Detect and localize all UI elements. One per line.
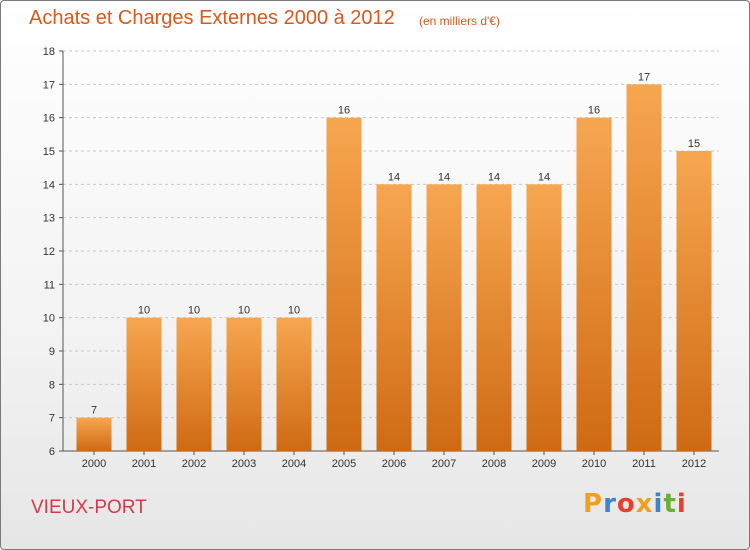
y-tick-label: 14 [43, 179, 55, 191]
y-tick-label: 18 [43, 46, 55, 58]
x-tick-label: 2009 [532, 458, 556, 470]
logo-letter: o [616, 489, 636, 519]
y-tick-label: 7 [49, 413, 55, 425]
bar-2004 [276, 317, 312, 451]
x-tick-label: 2002 [182, 458, 206, 470]
x-tick-label: 2010 [582, 458, 606, 470]
bar-2002 [176, 317, 212, 451]
y-tick-label: 15 [43, 146, 55, 158]
bar-2006 [376, 184, 412, 452]
x-tick-label: 2008 [482, 458, 506, 470]
logo-letter: x [635, 489, 654, 519]
bar-2007 [426, 184, 462, 452]
bar-2010 [576, 117, 612, 452]
bar-value-label: 10 [288, 305, 300, 317]
logo-letter: t [663, 489, 677, 519]
y-tick-label: 12 [43, 246, 55, 258]
bar-value-label: 10 [138, 305, 150, 317]
bar-value-label: 15 [688, 138, 700, 150]
bar-value-label: 17 [638, 71, 650, 83]
bar-value-label: 14 [488, 171, 500, 183]
bar-value-label: 16 [338, 105, 350, 117]
bar-2005 [326, 117, 362, 452]
x-tick-label: 2004 [282, 458, 306, 470]
bar-value-label: 10 [238, 305, 250, 317]
bar-value-label: 10 [188, 305, 200, 317]
x-tick-label: 2001 [132, 458, 156, 470]
bar-2009 [526, 184, 562, 452]
labels: 6 7 8 9 10 11 12 13 14 15 16 17 18 7 2000 10 2001 10 2002 1… [43, 46, 706, 470]
bar-value-label: 14 [438, 171, 450, 183]
bar-2003 [226, 317, 262, 451]
bar-value-label: 14 [388, 171, 400, 183]
logo-letter: P [583, 489, 604, 519]
x-tick-label: 2007 [432, 458, 456, 470]
bars [76, 84, 712, 452]
x-tick-label: 2000 [82, 458, 106, 470]
chart-title: Achats et Charges Externes 2000 à 2012 [29, 7, 395, 29]
x-tick-label: 2012 [682, 458, 706, 470]
y-tick-label: 13 [43, 213, 55, 225]
x-tick-label: 2006 [382, 458, 406, 470]
y-tick-label: 17 [43, 79, 55, 91]
y-tick-label: 16 [43, 113, 55, 125]
y-tick-label: 6 [49, 446, 55, 458]
bar-2008 [476, 184, 512, 452]
bar-value-label: 7 [91, 405, 97, 417]
y-tick-label: 8 [49, 379, 55, 391]
commune-name: VIEUX-PORT [31, 497, 147, 518]
y-tick-label: 9 [49, 346, 55, 358]
unit-note: (en milliers d'€) [419, 14, 500, 28]
x-tick-label: 2005 [332, 458, 356, 470]
x-tick-label: 2011 [632, 458, 656, 470]
logo-letter: r [603, 489, 617, 519]
bar-2012 [676, 151, 712, 451]
bar-value-label: 16 [588, 105, 600, 117]
bar-2011 [626, 84, 662, 451]
bar-2001 [126, 317, 162, 451]
logo-letter: i [653, 489, 664, 519]
bar-value-label: 14 [538, 171, 550, 183]
y-tick-label: 11 [44, 279, 55, 291]
proxiti-logo[interactable]: Proxiti [583, 489, 687, 519]
logo-letter: i [676, 489, 687, 519]
y-tick-label: 10 [43, 313, 55, 325]
bar-2000 [76, 417, 112, 451]
x-tick-label: 2003 [232, 458, 256, 470]
